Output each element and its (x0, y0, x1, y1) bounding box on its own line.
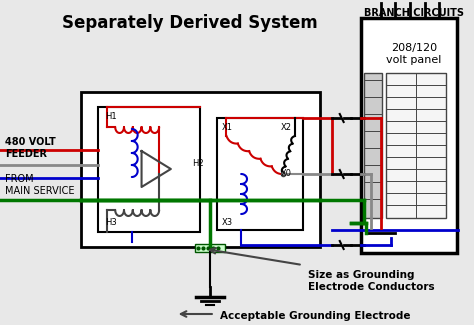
Text: X0: X0 (281, 170, 292, 178)
Text: Acceptable Grounding Electrode: Acceptable Grounding Electrode (219, 311, 410, 321)
Text: X3: X3 (222, 218, 233, 227)
Bar (364, 73, 382, 218)
Text: H2: H2 (192, 160, 204, 168)
Bar (217, 118, 302, 230)
Bar (98, 107, 200, 232)
Text: 208/120
volt panel: 208/120 volt panel (386, 43, 442, 65)
Text: FROM
MAIN SERVICE: FROM MAIN SERVICE (5, 174, 74, 196)
Text: X1: X1 (222, 123, 233, 132)
Text: BRANCH CIRCUITS: BRANCH CIRCUITS (364, 8, 464, 18)
Text: H3: H3 (105, 218, 117, 227)
Text: Size as Grounding
Electrode Conductors: Size as Grounding Electrode Conductors (308, 270, 434, 292)
Text: X2: X2 (281, 123, 292, 132)
Text: 480 VOLT
FEEDER: 480 VOLT FEEDER (5, 137, 55, 159)
Text: Separately Derived System: Separately Derived System (63, 14, 318, 32)
Bar (386, 73, 446, 218)
Bar (81, 92, 320, 247)
Bar (195, 244, 225, 252)
Text: H1: H1 (105, 112, 117, 121)
Bar (361, 18, 457, 253)
